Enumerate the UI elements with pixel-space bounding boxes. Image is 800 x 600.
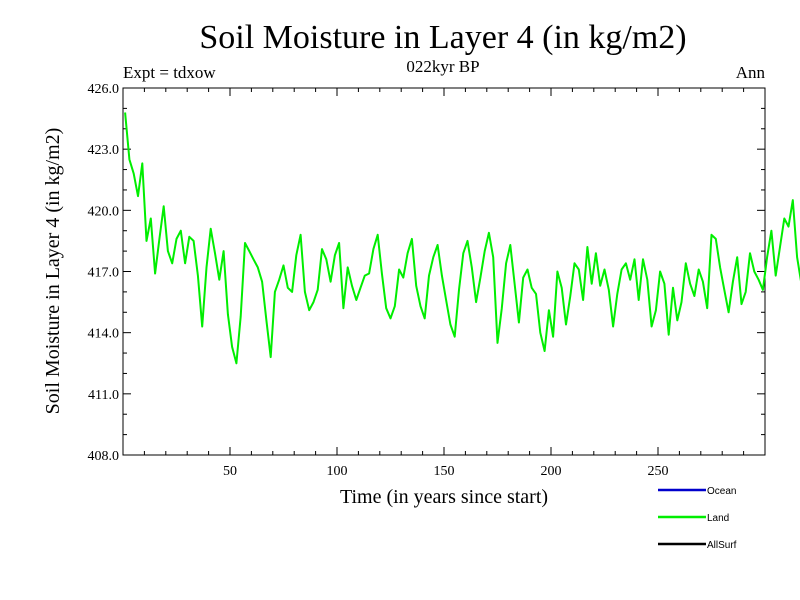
x-axis: 50 100 150 200 250 [143, 88, 745, 479]
y-tick-label: 423.0 [88, 143, 120, 158]
experiment-label: Expt = tdxow [123, 63, 216, 82]
y-tick-label: 414.0 [88, 327, 120, 342]
chart-title: Soil Moisture in Layer 4 (in kg/m2) [199, 19, 686, 56]
x-axis-label: Time (in years since start) [340, 486, 548, 508]
y-axis: 408.0 411.0 414.0 417.0 420.0 423.0 426.0 [88, 82, 765, 464]
x-tick-label: 50 [223, 464, 237, 479]
x-tick-label: 150 [434, 464, 455, 479]
plot-area-frame [122, 87, 766, 456]
y-tick-label: 411.0 [88, 388, 119, 403]
legend: Ocean Land AllSurf [658, 486, 737, 551]
season-label: Ann [736, 63, 766, 82]
legend-label-allsurf: AllSurf [707, 540, 737, 551]
y-tick-label: 420.0 [88, 204, 120, 219]
y-axis-label: Soil Moisture in Layer 4 (in kg/m2) [42, 128, 64, 415]
x-tick-label: 200 [541, 464, 562, 479]
legend-label-ocean: Ocean [707, 486, 736, 497]
y-tick-label: 426.0 [88, 82, 120, 97]
x-tick-label: 100 [327, 464, 348, 479]
x-tick-label: 250 [648, 464, 669, 479]
period-subtitle: 022kyr BP [406, 57, 479, 76]
y-tick-label: 408.0 [88, 449, 120, 464]
y-tick-label: 417.0 [88, 266, 120, 281]
legend-label-land: Land [707, 513, 729, 524]
series-line-land [124, 112, 800, 365]
